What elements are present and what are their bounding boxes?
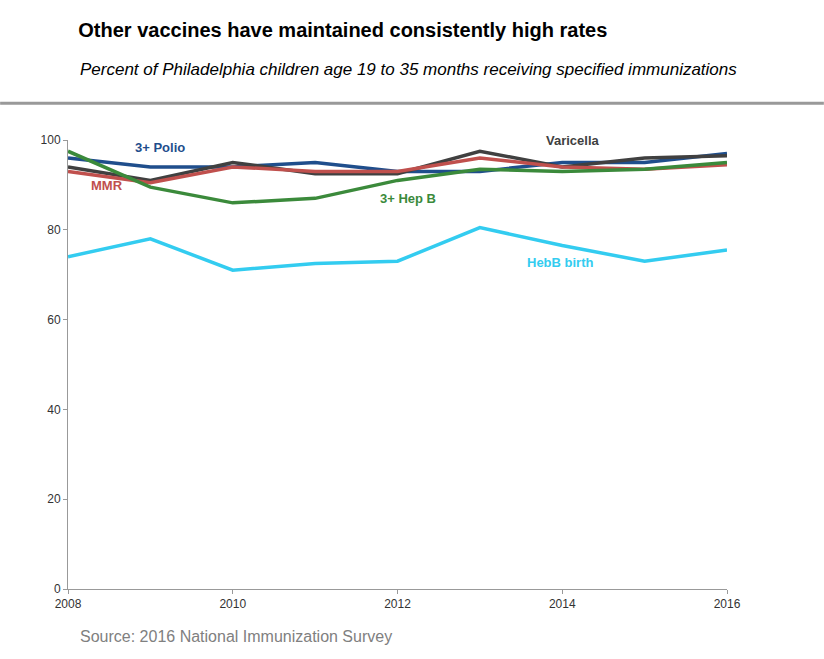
svg-text:HebB birth: HebB birth [527, 255, 594, 270]
svg-text:20: 20 [47, 492, 61, 506]
svg-text:80: 80 [47, 223, 61, 237]
svg-text:2010: 2010 [219, 597, 246, 611]
svg-text:60: 60 [47, 313, 61, 327]
svg-text:Varicella: Varicella [546, 133, 600, 148]
svg-text:2008: 2008 [55, 597, 82, 611]
svg-text:2012: 2012 [384, 597, 411, 611]
svg-text:100: 100 [41, 133, 61, 147]
svg-text:Percent of Philadelphia childr: Percent of Philadelphia children age 19 … [80, 60, 737, 79]
svg-text:2014: 2014 [549, 597, 576, 611]
svg-text:3+ Hep B: 3+ Hep B [380, 191, 436, 206]
svg-text:0: 0 [54, 582, 61, 596]
svg-text:3+ Polio: 3+ Polio [135, 140, 185, 155]
svg-text:40: 40 [47, 403, 61, 417]
svg-text:2016: 2016 [714, 597, 741, 611]
svg-text:MMR: MMR [91, 178, 123, 193]
svg-text:Source: 2016 National Immuniza: Source: 2016 National Immunization Surve… [80, 628, 392, 645]
svg-text:Other vaccines have maintained: Other vaccines have maintained consisten… [78, 19, 607, 41]
